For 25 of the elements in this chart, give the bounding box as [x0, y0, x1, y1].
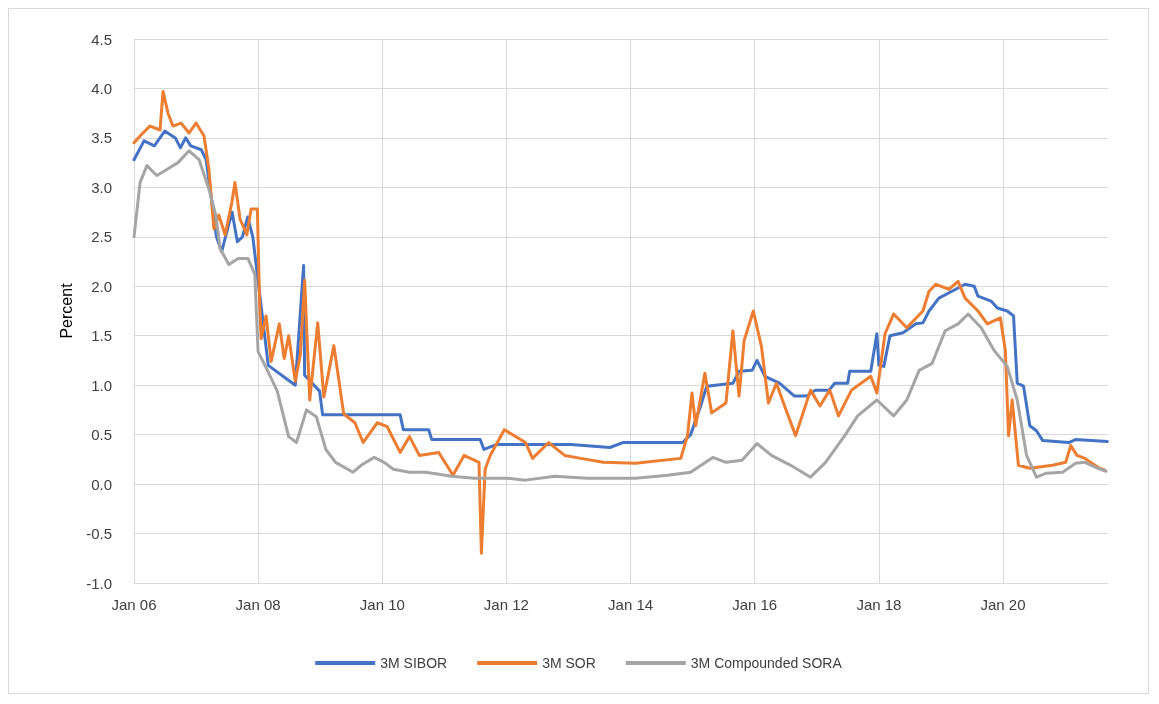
x-tick-label: Jan 10 — [359, 596, 405, 613]
y-tick-label: 0.5 — [91, 426, 112, 444]
y-axis-title: Percent — [57, 282, 75, 339]
y-tick-label: 4.5 — [91, 30, 112, 48]
x-tick-label: Jan 16 — [732, 596, 778, 613]
y-tick-label: 1.5 — [91, 327, 112, 345]
y-tick-label: 0.0 — [91, 475, 112, 493]
legend-label: 3M SIBOR — [380, 655, 448, 671]
legend-label: 3M SOR — [542, 655, 596, 671]
line-series — [132, 89, 1107, 555]
x-tick-label: Jan 14 — [608, 596, 654, 613]
legend-label: 3M Compounded SORA — [690, 655, 843, 671]
y-tick-label: 3.5 — [91, 129, 112, 147]
y-tick-label: 4.0 — [91, 79, 112, 97]
y-tick-label: 1.0 — [91, 376, 112, 394]
x-tick-label: Jan 06 — [111, 596, 157, 613]
x-tick-label: Jan 20 — [980, 596, 1026, 613]
x-tick-label: Jan 12 — [483, 596, 529, 613]
y-tick-label: -0.5 — [86, 525, 112, 543]
y-tick-label: 3.0 — [91, 178, 112, 196]
x-tick-label: Jan 08 — [235, 596, 281, 613]
y-tick-label: 2.5 — [91, 228, 112, 246]
y-tick-label: 2.0 — [91, 277, 112, 295]
x-tick-label: Jan 18 — [856, 596, 902, 613]
y-tick-label: -1.0 — [86, 574, 112, 592]
